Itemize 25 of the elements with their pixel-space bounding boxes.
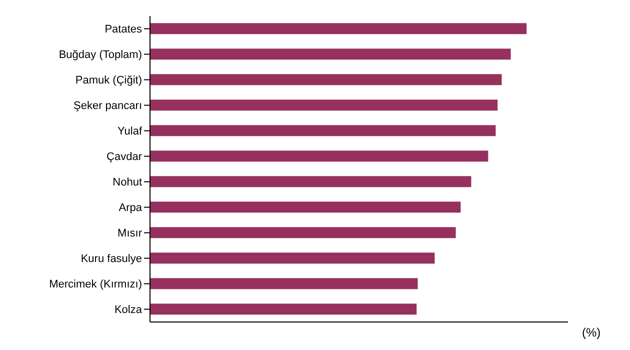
y-tick-label: Pamuk (Çiğit)	[75, 74, 142, 87]
bar	[150, 278, 418, 290]
y-tick-label: Kolza	[114, 304, 143, 316]
x-axis-title: (%)	[582, 325, 601, 340]
bar	[150, 304, 417, 315]
bar	[150, 176, 472, 188]
y-tick-label: Patates	[104, 24, 142, 36]
y-tick-label: Mısır	[118, 228, 142, 240]
y-tick-label: Kuru fasulye	[80, 253, 142, 266]
bar	[150, 100, 498, 111]
y-tick-label: Çavdar	[106, 151, 142, 164]
bar	[150, 48, 511, 60]
y-tick-label: Şeker pancarı	[74, 100, 142, 112]
y-tick-label: Arpa	[118, 202, 143, 214]
bar	[150, 150, 488, 162]
y-tick-label: Buğday (Toplam)	[58, 49, 142, 62]
y-tick-label: Mercimek (Kırmızı)	[49, 278, 142, 291]
bar	[150, 252, 435, 264]
bar	[150, 227, 456, 238]
bar	[150, 202, 461, 213]
y-tick-label: Nohut	[112, 176, 142, 189]
bar	[150, 125, 496, 136]
bar	[150, 74, 502, 86]
bar	[150, 23, 527, 34]
y-tick-label: Yulaf	[118, 126, 143, 138]
